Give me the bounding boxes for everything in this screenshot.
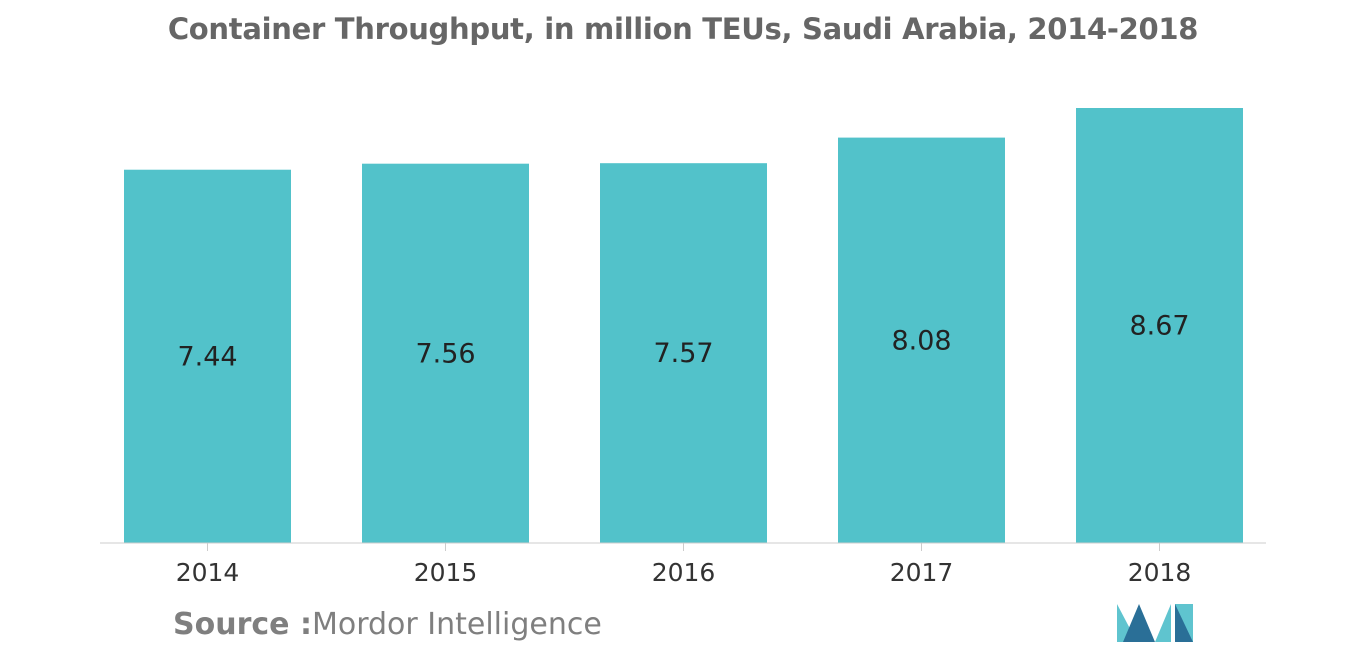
x-tick-label-2017: 2017 — [890, 558, 954, 587]
bar-2017 — [838, 137, 1005, 543]
source-text: Mordor Intelligence — [311, 607, 602, 642]
bar-value-label-2018: 8.67 — [1129, 311, 1189, 342]
bar-value-label-2017: 8.08 — [891, 325, 951, 356]
source-note: Source :Mordor Intelligence — [173, 607, 602, 642]
bar-2015 — [362, 163, 529, 543]
ticks-group: 2014 2015 2016 2017 2018 — [176, 543, 1192, 587]
bar-2016 — [600, 163, 767, 543]
mordor-intelligence-logo-icon — [1117, 604, 1193, 642]
x-tick-label-2014: 2014 — [176, 558, 240, 587]
bar-2018 — [1076, 108, 1243, 543]
bar-2014 — [124, 169, 291, 543]
bar-value-label-2016: 7.57 — [653, 338, 713, 369]
x-tick-label-2015: 2015 — [414, 558, 478, 587]
bars-group: 7.44 7.56 7.57 8.08 8.67 — [124, 108, 1243, 543]
x-tick-label-2016: 2016 — [652, 558, 716, 587]
x-tick-label-2018: 2018 — [1128, 558, 1192, 587]
bar-value-label-2015: 7.56 — [415, 338, 475, 369]
source-prefix: Source : — [173, 607, 312, 642]
chart-title: Container Throughput, in million TEUs, S… — [167, 12, 1199, 46]
bar-value-label-2014: 7.44 — [177, 341, 237, 372]
